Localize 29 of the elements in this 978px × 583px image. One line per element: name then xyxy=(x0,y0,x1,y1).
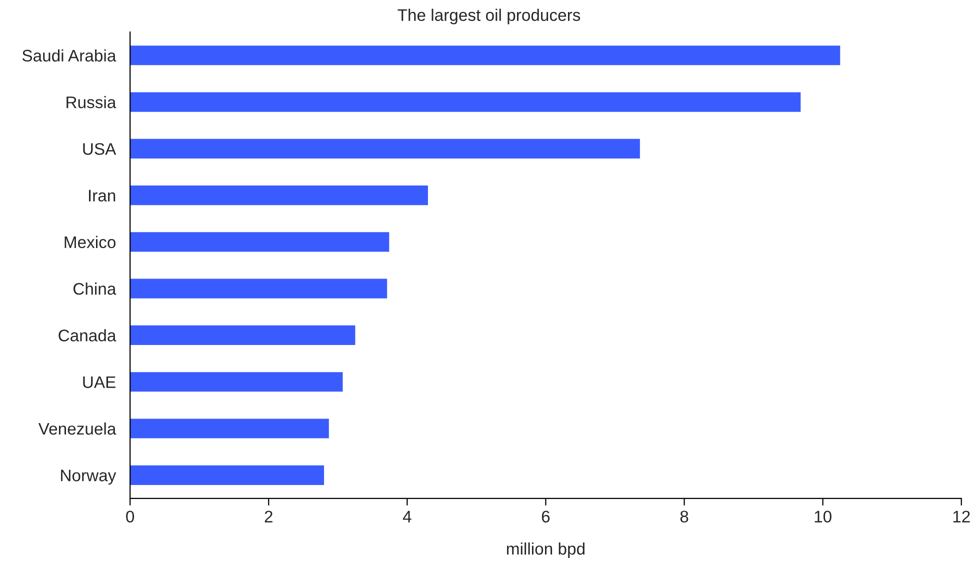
y-tick-label: Iran xyxy=(89,190,116,202)
bar xyxy=(130,186,428,206)
y-tick-label: Canada xyxy=(58,329,116,342)
bar xyxy=(130,325,356,346)
bar xyxy=(130,465,324,485)
bar xyxy=(130,92,801,112)
y-tick-label: Russia xyxy=(66,96,116,108)
bar xyxy=(130,278,388,298)
bar xyxy=(130,418,329,438)
y-tick-label: USA xyxy=(83,143,116,155)
y-tick-label: China xyxy=(73,282,116,295)
bar xyxy=(130,138,640,158)
x-tick-label: 4 xyxy=(402,510,412,522)
y-tick-label: UAE xyxy=(83,376,116,388)
chart-title: The largest oil producers xyxy=(398,8,580,24)
x-tick-label: 2 xyxy=(264,510,272,522)
x-tick-label: 12 xyxy=(953,510,970,522)
x-axis-title: million bpd xyxy=(506,542,584,558)
bar xyxy=(130,46,840,66)
y-tick-label: Venezuela xyxy=(38,422,116,435)
bar xyxy=(130,372,343,392)
x-tick-label: 10 xyxy=(814,510,832,523)
x-tick-label: 0 xyxy=(126,510,134,523)
y-tick-label: Saudi Arabia xyxy=(22,49,116,62)
x-tick-label: 8 xyxy=(680,510,688,523)
x-tick-label: 6 xyxy=(542,510,550,523)
y-tick-label: Mexico xyxy=(64,236,116,248)
y-tick-label: Norway xyxy=(61,470,116,485)
bar xyxy=(130,232,390,252)
